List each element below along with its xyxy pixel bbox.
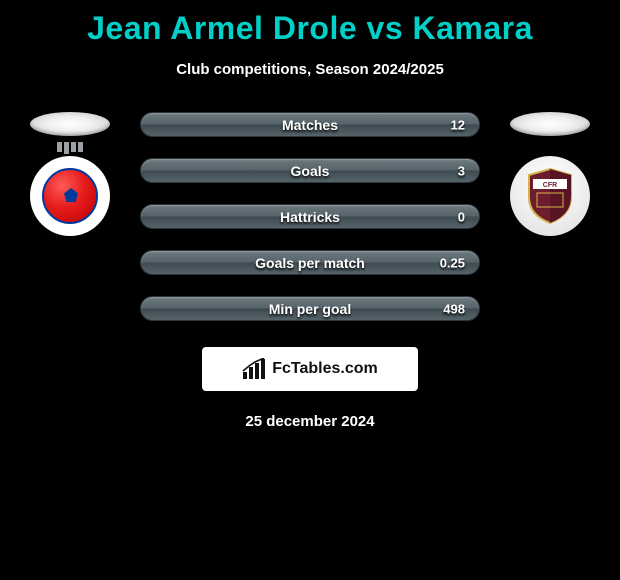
stat-value-right: 0 — [458, 209, 465, 224]
page-title: Jean Armel Drole vs Kamara — [0, 0, 620, 47]
bar-chart-icon — [242, 358, 266, 380]
date-label: 25 december 2024 — [0, 413, 620, 430]
right-player-silhouette — [510, 112, 590, 136]
svg-text:CFR: CFR — [543, 182, 557, 189]
right-club-badge: CFR — [510, 156, 590, 236]
stat-row-hattricks: Hattricks 0 — [140, 204, 480, 229]
stats-column: Matches 12 Goals 3 Hattricks 0 Goals per… — [140, 112, 480, 321]
stat-row-matches: Matches 12 — [140, 112, 480, 137]
main-row: Matches 12 Goals 3 Hattricks 0 Goals per… — [0, 112, 620, 321]
shield-icon: CFR — [525, 167, 575, 225]
football-icon — [42, 168, 98, 224]
comparison-card: Jean Armel Drole vs Kamara Club competit… — [0, 0, 620, 580]
stat-value-right: 12 — [451, 117, 465, 132]
castle-icon — [54, 142, 86, 154]
left-club-badge — [30, 156, 110, 236]
stat-label: Matches — [282, 117, 338, 133]
stat-value-right: 498 — [443, 301, 465, 316]
stat-value-right: 3 — [458, 163, 465, 178]
stat-row-goals-per-match: Goals per match 0.25 — [140, 250, 480, 275]
brand-box[interactable]: FcTables.com — [202, 347, 418, 391]
stat-label: Goals — [291, 163, 330, 179]
stat-row-goals: Goals 3 — [140, 158, 480, 183]
right-player-col: CFR — [500, 112, 600, 236]
stat-label: Min per goal — [269, 301, 351, 317]
left-player-silhouette — [30, 112, 110, 136]
stat-row-min-per-goal: Min per goal 498 — [140, 296, 480, 321]
left-player-col — [20, 112, 120, 236]
stat-label: Hattricks — [280, 209, 340, 225]
stat-value-right: 0.25 — [440, 255, 465, 270]
brand-text: FcTables.com — [272, 360, 378, 378]
stat-label: Goals per match — [255, 255, 365, 271]
subtitle: Club competitions, Season 2024/2025 — [0, 61, 620, 78]
